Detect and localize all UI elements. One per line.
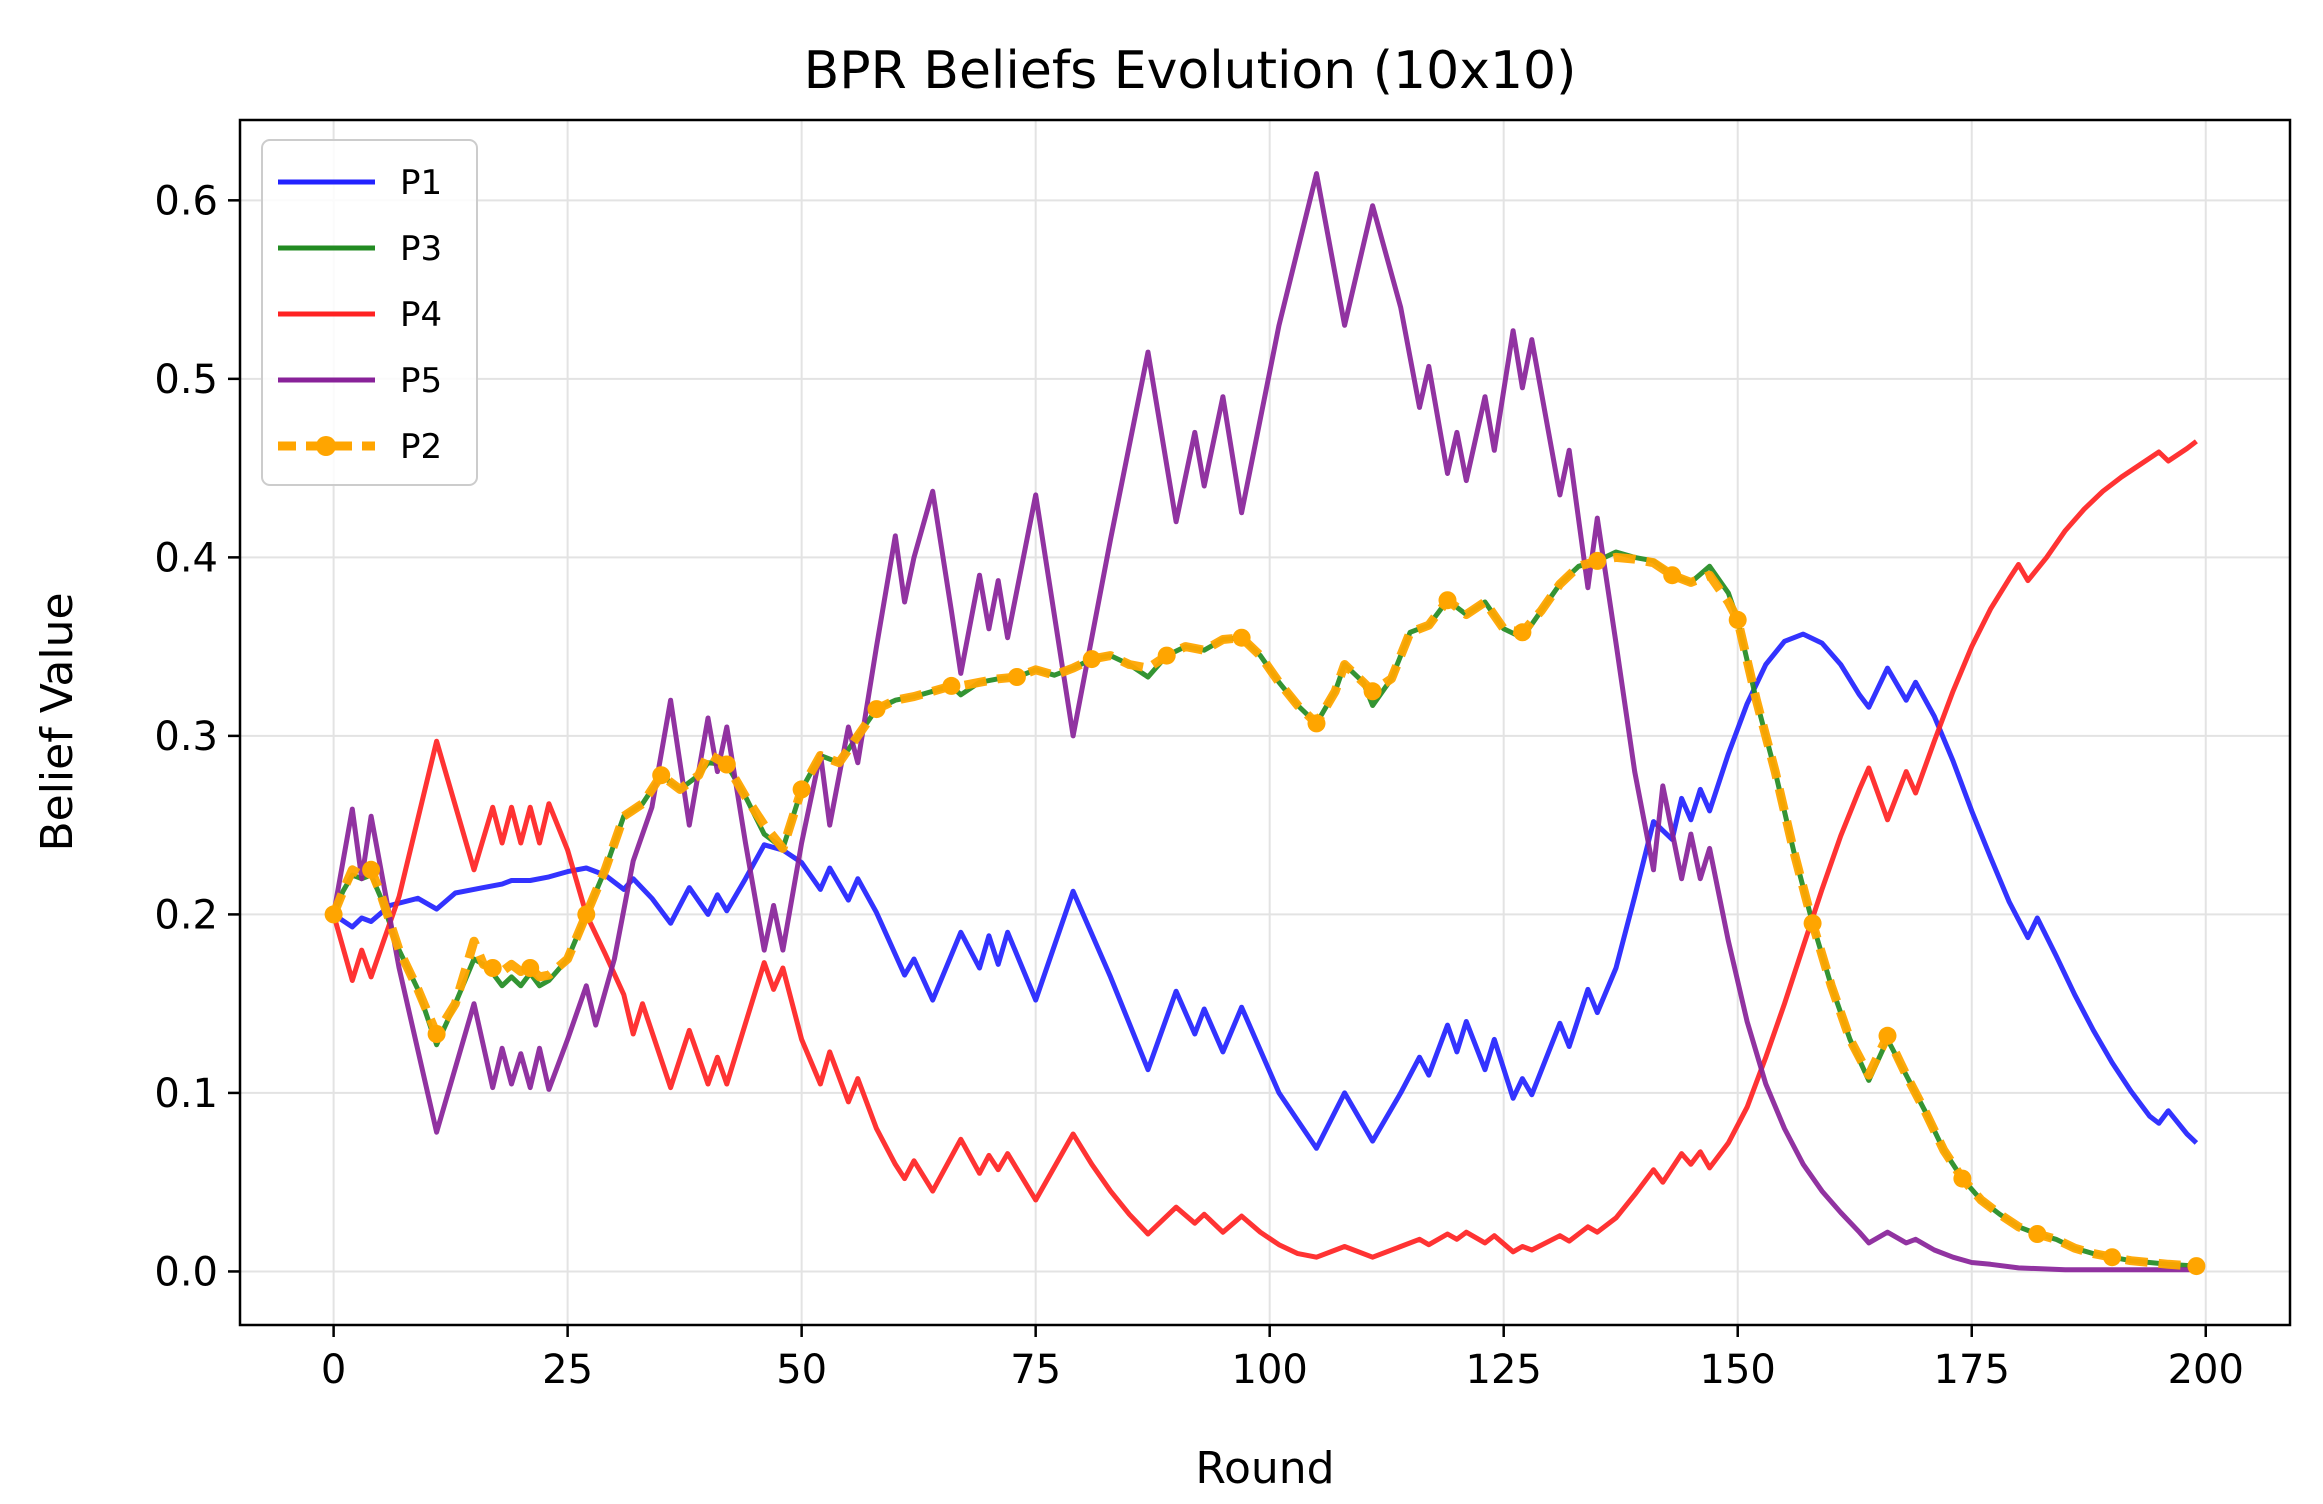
series-point-p2 bbox=[792, 780, 811, 799]
x-tick-label: 200 bbox=[2168, 1347, 2244, 1393]
series-point-p2 bbox=[942, 676, 961, 695]
y-tick: 0.0 bbox=[154, 1249, 240, 1295]
series-point-p2 bbox=[1953, 1169, 1972, 1188]
series-point-p2 bbox=[867, 700, 886, 719]
x-tick: 150 bbox=[1700, 1325, 1776, 1393]
series-point-p2 bbox=[1728, 610, 1747, 629]
x-tick-label: 125 bbox=[1466, 1347, 1542, 1393]
series-point-p2 bbox=[1878, 1026, 1897, 1045]
series-point-p2 bbox=[1157, 646, 1176, 665]
series-point-p2 bbox=[1082, 650, 1101, 669]
y-tick: 0.6 bbox=[154, 178, 240, 224]
series-point-p2 bbox=[1588, 551, 1607, 570]
legend-entry-p4: P4 bbox=[278, 295, 442, 335]
x-tick: 125 bbox=[1466, 1325, 1542, 1393]
y-tick-label: 0.6 bbox=[154, 178, 218, 224]
y-axis-ticks: 0.0 0.1 0.2 0.3 0.4 0.5 0.6 bbox=[154, 178, 240, 1295]
series-point-p2 bbox=[324, 905, 343, 924]
plot-frame bbox=[238, 118, 2292, 1327]
x-tick-label: 50 bbox=[776, 1347, 827, 1393]
legend-swatch-marker bbox=[316, 436, 336, 456]
x-tick-label: 0 bbox=[321, 1347, 346, 1393]
y-tick: 0.4 bbox=[154, 535, 240, 581]
legend-label: P3 bbox=[400, 229, 442, 269]
series-point-p2 bbox=[1663, 566, 1682, 585]
series-point-p2 bbox=[577, 905, 596, 924]
x-tick-label: 75 bbox=[1010, 1347, 1061, 1393]
x-axis-ticks: 0 25 50 75 100 125 150 175 200 bbox=[321, 1325, 2244, 1393]
series-line-p2 bbox=[329, 552, 2197, 1271]
series-p5 bbox=[331, 171, 2197, 1273]
x-tick: 0 bbox=[321, 1325, 346, 1393]
legend-entry-p2: P2 bbox=[278, 427, 442, 467]
series-point-p2 bbox=[427, 1025, 446, 1043]
legend-entry-p5: P5 bbox=[278, 361, 442, 401]
series-p2 bbox=[324, 551, 2206, 1276]
y-tick: 0.3 bbox=[154, 714, 240, 760]
y-tick-label: 0.4 bbox=[154, 535, 218, 581]
x-tick: 200 bbox=[2168, 1325, 2244, 1393]
legend-entry-p3: P3 bbox=[278, 229, 442, 269]
series-point-p2 bbox=[652, 766, 671, 785]
x-tick-label: 100 bbox=[1232, 1347, 1308, 1393]
y-tick: 0.2 bbox=[154, 892, 240, 938]
series-point-p2 bbox=[521, 959, 540, 977]
series-line-p1 bbox=[332, 631, 2199, 1151]
x-tick: 175 bbox=[1934, 1325, 2010, 1393]
series-point-p2 bbox=[717, 755, 736, 774]
y-tick-label: 0.3 bbox=[154, 714, 218, 760]
series-line-p4 bbox=[331, 439, 2198, 1260]
x-tick-label: 25 bbox=[542, 1347, 593, 1393]
legend: P1 P3 P4 P5 P2 bbox=[261, 139, 478, 486]
series-point-p2 bbox=[1232, 628, 1251, 647]
legend-label: P2 bbox=[400, 427, 442, 467]
series-point-p2 bbox=[2028, 1225, 2047, 1243]
series-point-p2 bbox=[1803, 914, 1822, 933]
series-line-p5 bbox=[331, 171, 2197, 1273]
series-point-p2 bbox=[362, 860, 381, 879]
legend-entry-p1: P1 bbox=[278, 163, 442, 203]
y-tick-label: 0.5 bbox=[154, 357, 218, 403]
series-point-p2 bbox=[1307, 714, 1326, 733]
x-tick: 75 bbox=[1010, 1325, 1061, 1393]
series-point-p2 bbox=[1363, 682, 1382, 701]
y-tick: 0.5 bbox=[154, 357, 240, 403]
x-tick-label: 175 bbox=[1934, 1347, 2010, 1393]
y-tick-label: 0.1 bbox=[154, 1071, 218, 1117]
legend-label: P5 bbox=[400, 361, 442, 401]
y-tick: 0.1 bbox=[154, 1071, 240, 1117]
series-point-p2 bbox=[2103, 1248, 2122, 1267]
series-layer bbox=[324, 171, 2206, 1276]
x-axis-label: Round bbox=[1195, 1443, 1334, 1494]
y-axis-label: Belief Value bbox=[32, 592, 83, 851]
legend-label: P4 bbox=[400, 295, 442, 335]
x-tick: 50 bbox=[776, 1325, 827, 1393]
y-tick-label: 0.0 bbox=[154, 1249, 218, 1295]
legend-label: P1 bbox=[400, 163, 442, 203]
series-point-p2 bbox=[1513, 623, 1532, 642]
series-point-p2 bbox=[1438, 591, 1457, 610]
series-point-p2 bbox=[2187, 1257, 2206, 1276]
grid bbox=[240, 120, 2290, 1325]
chart-title: BPR Beliefs Evolution (10x10) bbox=[804, 41, 1577, 101]
series-p1 bbox=[332, 631, 2199, 1151]
series-point-p2 bbox=[1007, 668, 1026, 686]
y-tick-label: 0.2 bbox=[154, 892, 218, 938]
series-p4 bbox=[331, 439, 2198, 1260]
x-tick-label: 150 bbox=[1700, 1347, 1776, 1393]
series-line-p3 bbox=[331, 549, 2197, 1269]
x-tick: 25 bbox=[542, 1325, 593, 1393]
series-p3 bbox=[331, 549, 2197, 1269]
x-tick: 100 bbox=[1232, 1325, 1308, 1393]
series-point-p2 bbox=[483, 959, 502, 977]
